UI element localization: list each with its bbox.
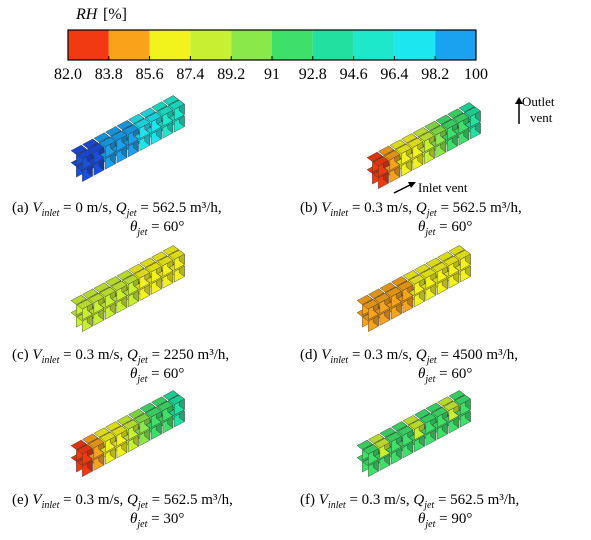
cube-block: [367, 103, 480, 189]
caption-line: θjet = 60°: [130, 366, 184, 385]
subscript: jet: [424, 500, 434, 511]
subscript: jet: [137, 227, 147, 238]
caption-line: (e) Vinlet = 0.3 m/s, Qjet = 562.5 m³/h,: [12, 492, 233, 511]
subscript: jet: [427, 208, 437, 219]
subscript: inlet: [330, 208, 348, 219]
caption-line: (c) Vinlet = 0.3 m/s, Qjet = 2250 m³/h,: [12, 347, 229, 366]
annotation: vent: [530, 110, 553, 125]
colorbar-swatch: [68, 30, 109, 60]
caption-value: = 562.5 m³/h,: [140, 200, 221, 216]
subscript: jet: [425, 374, 435, 385]
caption-line: θjet = 30°: [130, 511, 184, 530]
caption-value: = 0.3 m/s,: [63, 347, 123, 363]
caption-line: θjet = 90°: [418, 511, 472, 530]
colorbar-swatch: [231, 30, 272, 60]
caption-value: = 0.3 m/s,: [349, 492, 409, 508]
subscript: jet: [127, 208, 137, 219]
caption-value: = 2250 m³/h,: [152, 347, 230, 363]
subscript: jet: [425, 519, 435, 530]
subscript: inlet: [42, 208, 60, 219]
caption-line: θjet = 60°: [418, 219, 472, 238]
caption-value: = 30°: [151, 511, 184, 527]
colorbar-tick-label: 89.2: [217, 66, 245, 83]
colorbar-tick-label: 94.6: [340, 66, 368, 83]
caption-value: = 60°: [151, 366, 184, 382]
cube-block: [71, 246, 184, 332]
panel-label: (c): [12, 347, 29, 363]
colorbar-tick-label: 85.6: [136, 66, 164, 83]
colorbar-tick-label: 87.4: [176, 66, 204, 83]
cube-block: [357, 391, 470, 477]
symbol: Q: [416, 347, 427, 363]
colorbar-title-var: RH: [75, 6, 99, 23]
caption-line: (a) Vinlet = 0 m/s, Qjet = 562.5 m³/h,: [12, 200, 222, 219]
panel-label: (a): [12, 200, 29, 216]
caption-value: = 60°: [151, 219, 184, 235]
colorbar-swatch: [313, 30, 354, 60]
symbol: Q: [127, 492, 138, 508]
colorbar-tick-label: 83.8: [95, 66, 123, 83]
cube-block: [71, 96, 184, 182]
subscript: jet: [425, 227, 435, 238]
colorbar-swatch: [109, 30, 150, 60]
caption-value: = 0.3 m/s,: [63, 492, 123, 508]
caption-value: = 60°: [439, 219, 472, 235]
subscript: jet: [138, 355, 148, 366]
caption-line: θjet = 60°: [418, 366, 472, 385]
symbol: Q: [416, 200, 427, 216]
caption-line: (f) Vinlet = 0.3 m/s, Qjet = 562.5 m³/h,: [300, 492, 519, 511]
caption-value: = 60°: [439, 366, 472, 382]
panel-label: (d): [300, 347, 318, 363]
colorbar-tick-label: 92.8: [299, 66, 327, 83]
symbol: Q: [127, 347, 138, 363]
symbol: V: [32, 200, 41, 216]
symbol: Q: [116, 200, 127, 216]
colorbar-swatch: [150, 30, 191, 60]
caption-value: = 0.3 m/s,: [352, 200, 412, 216]
colorbar-tick-label: 82.0: [54, 66, 82, 83]
colorbar-title-unit: [%]: [103, 6, 127, 23]
caption-value: = 562.5 m³/h,: [152, 492, 233, 508]
colorbar-swatch: [354, 30, 395, 60]
colorbar-tick-label: 91: [264, 66, 280, 83]
subscript: jet: [427, 355, 437, 366]
subscript: inlet: [42, 500, 60, 511]
caption-value: = 0 m/s,: [63, 200, 112, 216]
subscript: inlet: [328, 500, 346, 511]
subscript: inlet: [330, 355, 348, 366]
colorbar-swatch: [394, 30, 435, 60]
caption-value: = 90°: [439, 511, 472, 527]
colorbar-tick-label: 96.4: [380, 66, 408, 83]
panel-label: (f): [300, 492, 315, 508]
colorbar-swatch: [272, 30, 313, 60]
colorbar-tick-label: 100: [464, 66, 488, 83]
colorbar-tick-label: 98.2: [421, 66, 449, 83]
symbol: Q: [413, 492, 424, 508]
symbol: V: [32, 347, 41, 363]
caption-value: = 0.3 m/s,: [352, 347, 412, 363]
annotation: Outlet: [522, 94, 555, 109]
subscript: jet: [137, 519, 147, 530]
caption-line: (d) Vinlet = 0.3 m/s, Qjet = 4500 m³/h,: [300, 347, 518, 366]
caption-line: (b) Vinlet = 0.3 m/s, Qjet = 562.5 m³/h,: [300, 200, 522, 219]
subscript: jet: [138, 500, 148, 511]
subscript: inlet: [42, 355, 60, 366]
panel-label: (b): [300, 200, 318, 216]
caption-value: = 4500 m³/h,: [440, 347, 518, 363]
subscript: jet: [137, 374, 147, 385]
panel-label: (e): [12, 492, 29, 508]
caption-value: = 562.5 m³/h,: [438, 492, 519, 508]
symbol: V: [319, 492, 328, 508]
colorbar-swatch: [190, 30, 231, 60]
cube-block: [357, 246, 470, 332]
figure-graphics: RH [%] Outlet vent Inlet vent 82.0 83.8 85…: [0, 0, 591, 540]
figure: RH [%] Outlet vent Inlet vent 82.0 83.8 85…: [0, 0, 591, 540]
symbol: V: [32, 492, 41, 508]
colorbar-swatch: [435, 30, 476, 60]
annotation: Inlet vent: [418, 180, 468, 195]
cube-block: [71, 391, 184, 477]
caption-value: = 562.5 m³/h,: [440, 200, 521, 216]
caption-line: θjet = 60°: [130, 219, 184, 238]
